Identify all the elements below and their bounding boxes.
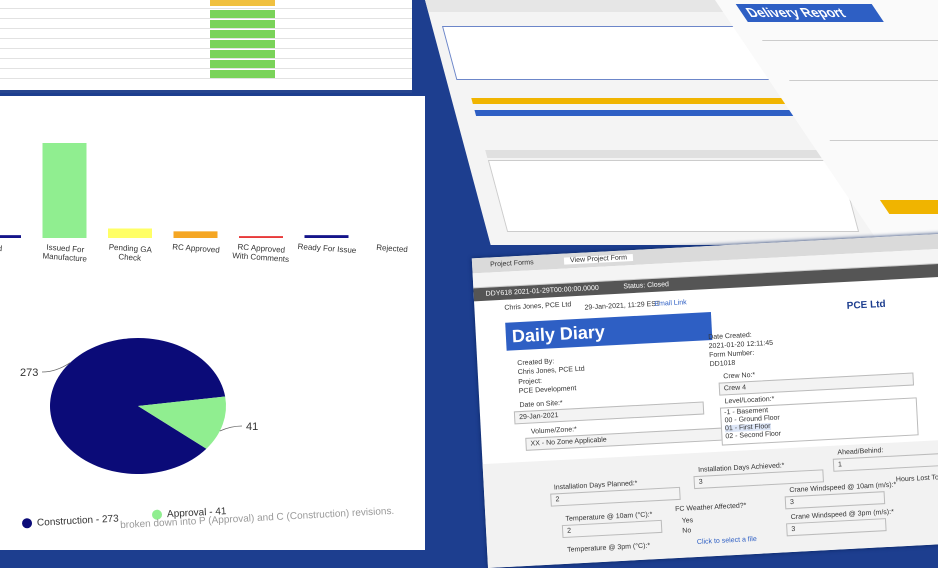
field-value: DD1018 xyxy=(709,359,736,369)
leader-line xyxy=(219,425,243,432)
field-label: Volume/Zone:* xyxy=(530,426,577,436)
forms-table xyxy=(0,0,412,93)
field-value: Chris Jones, PCE Ltd xyxy=(517,365,585,377)
user: Chris Jones, PCE Ltd xyxy=(504,301,572,312)
bar xyxy=(239,236,283,238)
diary-title: Daily Diary xyxy=(505,311,713,351)
data-label: 273 xyxy=(20,367,38,379)
logo: PCE Ltd xyxy=(846,298,886,312)
field-label: Form Number: xyxy=(709,349,755,360)
field-value: PCE Development xyxy=(518,385,577,396)
bar xyxy=(173,231,218,238)
field-label: Crew No:* xyxy=(723,371,756,381)
field-label: Level/Location:* xyxy=(724,395,775,406)
radio[interactable]: No xyxy=(682,527,692,535)
daily-diary-window: Project Forms View Project Form DDY618 2… xyxy=(471,233,938,568)
posted: 29-Jan-2021, 11:29 EST xyxy=(584,300,661,312)
email-link[interactable]: Email Link xyxy=(654,299,687,308)
charts: 273 41 xyxy=(0,143,349,475)
field-label: Date on Site:* xyxy=(519,399,563,410)
pie-slice xyxy=(49,338,226,475)
leader-line xyxy=(41,362,71,373)
charts-panel: 273 41 Construction - 273 Approval - 41 l… xyxy=(0,96,425,550)
bar xyxy=(0,235,21,238)
field-value: 2021-01-20 12:11:45 xyxy=(708,339,774,351)
report-title: Delivery Report xyxy=(735,4,884,22)
pie-slice xyxy=(138,396,226,449)
radio[interactable]: Yes xyxy=(681,517,694,525)
bar xyxy=(304,235,349,238)
data-label: 41 xyxy=(246,421,258,433)
bar xyxy=(108,228,152,238)
bar xyxy=(42,143,87,238)
field-label: Date Created: xyxy=(708,331,752,342)
field-label: Created By: xyxy=(517,358,555,368)
field-label: Project: xyxy=(518,377,543,387)
